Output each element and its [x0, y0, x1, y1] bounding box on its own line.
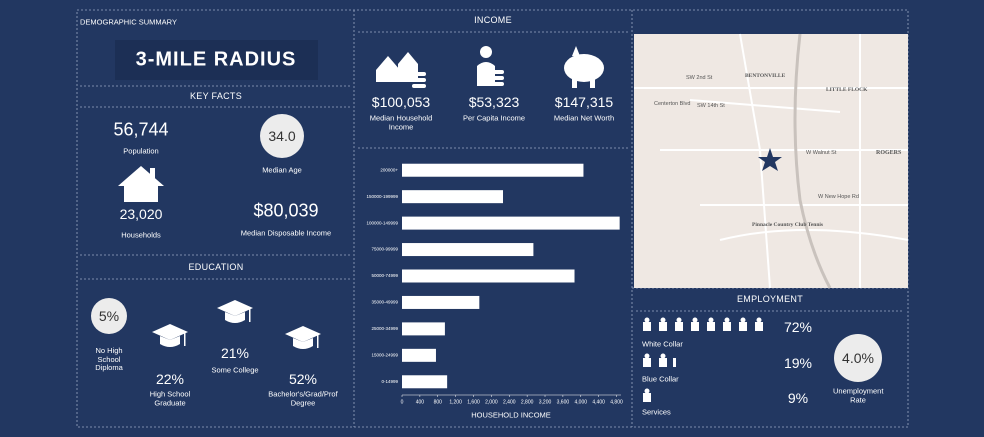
edu-label: High School Graduate: [149, 389, 191, 407]
map-label: W New Hope Rd: [818, 194, 859, 200]
x-tick-label: 0: [401, 399, 404, 405]
map-label: Centerton Blvd: [654, 101, 691, 107]
y-tick-label: 15000-24999: [371, 353, 398, 358]
edu-value: 52%: [288, 370, 318, 387]
edu-label: No High School Diploma: [95, 346, 123, 373]
employment-label: White Collar: [642, 339, 683, 349]
bar: [402, 216, 620, 230]
income-value: $100,053: [371, 93, 431, 110]
unemployment-value: 4.0%: [842, 349, 874, 366]
heading: EDUCATION: [188, 261, 244, 272]
income-label: Median Net Worth: [553, 113, 615, 123]
stat-label: Population: [123, 146, 159, 156]
x-tick-label: 800: [434, 399, 443, 405]
heading: INCOME: [474, 14, 512, 25]
x-tick-label: 1,600: [467, 399, 480, 405]
stat-label: Households: [121, 230, 161, 240]
y-tick-label: 25000-34999: [371, 326, 398, 331]
edu-value: 5%: [98, 307, 120, 324]
income-label: Per Capita Income: [462, 113, 526, 123]
house-icon: [118, 166, 164, 202]
x-tick-label: 2,000: [485, 399, 498, 405]
section-header: DEMOGRAPHIC SUMMARY: [80, 17, 177, 27]
y-tick-label: 150000-199999: [366, 194, 398, 199]
y-tick-label: 100000-149999: [366, 220, 398, 225]
income-value: $53,323: [468, 93, 520, 110]
bar: [402, 322, 445, 336]
bar: [402, 243, 534, 257]
map-label: LITTLE FLOCK: [826, 87, 868, 93]
employment-value: 19%: [783, 354, 813, 371]
grad-caps: [152, 300, 321, 349]
stat-label: Median Age: [262, 165, 302, 175]
heading: EMPLOYMENT: [736, 293, 804, 304]
edu-value: 21%: [220, 344, 250, 361]
y-tick-label: 75000-99999: [371, 247, 398, 252]
x-tick-label: 4,400: [592, 399, 605, 405]
unemployment-label: Unemployment Rate: [833, 386, 884, 404]
edu-label: Bachelor's/Grad/Prof Degree: [268, 389, 338, 407]
household-income-chart: 0 400 800 1,200 1,600 2,000 2,400 2,800 3,200 3,6…: [366, 163, 623, 405]
stat-label: Median Disposable Income: [240, 228, 332, 238]
x-tick-label: 1,200: [449, 399, 462, 405]
map-label: ROGERS: [876, 150, 902, 156]
employment-label: Services: [642, 407, 671, 417]
income-value: $147,315: [554, 93, 614, 110]
x-tick-label: 400: [416, 399, 425, 405]
bar: [402, 295, 480, 309]
x-tick-label: 2,800: [521, 399, 534, 405]
employment-value: 72%: [783, 318, 813, 335]
bar: [402, 375, 448, 389]
x-tick-label: 4,800: [610, 399, 623, 405]
income-label: Median Household Income: [369, 113, 433, 131]
x-tick-label: 3,600: [557, 399, 570, 405]
x-axis-label: HOUSEHOLD INCOME: [471, 410, 551, 420]
map-label: W Walnut St: [806, 150, 837, 156]
age-circle: [260, 114, 304, 158]
map-label: SW 2nd St: [686, 75, 713, 81]
edu-label: Some College: [211, 365, 259, 375]
title: 3-MILE RADIUS: [135, 48, 297, 71]
employment-icons: [643, 317, 763, 402]
y-tick-label: 200000+: [380, 167, 398, 172]
y-tick-label: 0-14999: [381, 379, 398, 384]
map-label: SW 14th St: [697, 103, 725, 109]
employment-label: Blue Collar: [642, 374, 679, 384]
stat-value: 34.0: [268, 127, 296, 144]
x-tick-label: 2,400: [503, 399, 516, 405]
title-box: [115, 40, 318, 80]
income-icons: [376, 46, 604, 88]
edu-value: 22%: [155, 370, 185, 387]
unemp-circle: [834, 334, 882, 382]
y-tick-label: 35000-49999: [371, 300, 398, 305]
bar: [402, 348, 436, 362]
employment-value: 9%: [787, 389, 809, 406]
heading: KEY FACTS: [189, 90, 243, 101]
bar: [402, 190, 504, 204]
bar: [402, 163, 584, 177]
map-label: BENTONVILLE: [745, 73, 786, 79]
y-tick-label: 50000-74999: [371, 273, 398, 278]
map: [634, 33, 909, 289]
x-tick-label: 4,000: [575, 399, 588, 405]
stat-value: 56,744: [113, 119, 169, 140]
stat-value: $80,039: [253, 200, 319, 221]
map-label: Pinnacle Country Club Tennis: [752, 222, 824, 228]
edu-circle: [91, 298, 127, 334]
x-tick-label: 3,200: [539, 399, 552, 405]
bar: [402, 269, 575, 283]
stat-value: 23,020: [119, 205, 163, 222]
